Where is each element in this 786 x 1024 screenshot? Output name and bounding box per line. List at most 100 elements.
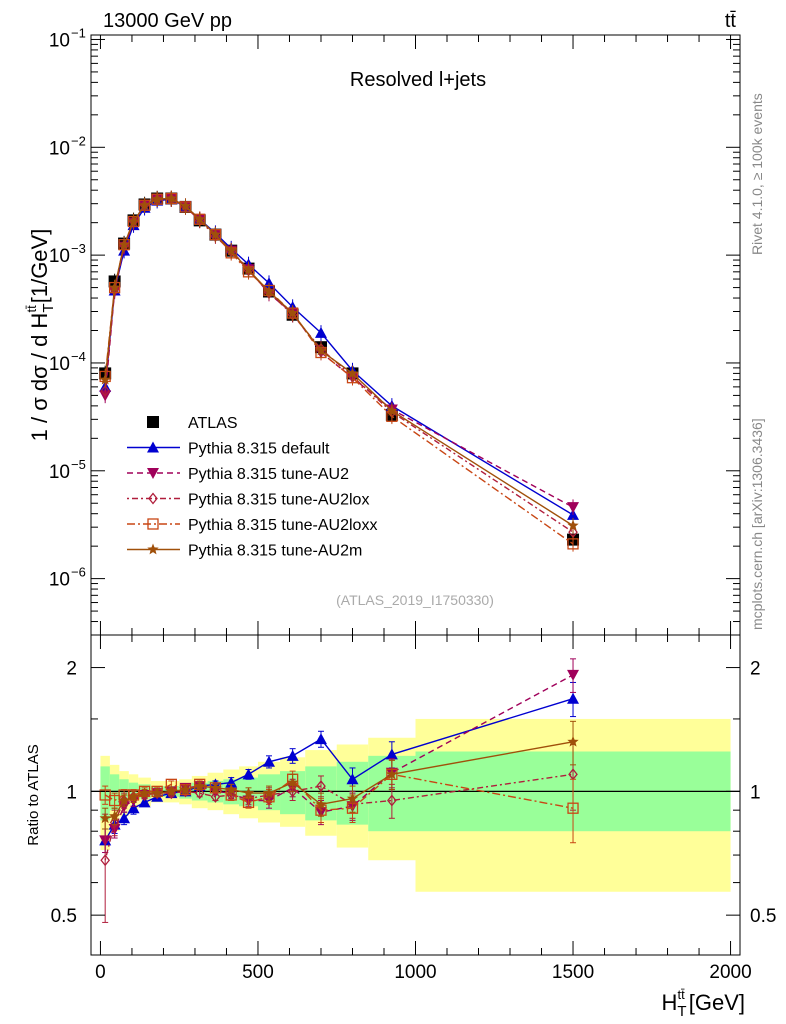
x-tick-label: 1500 (552, 962, 594, 983)
ratio-panel: 0.5 0.5 1 1 2 2 0 500 1000 1500 2000 Ratio to ATLA… (25, 634, 776, 1020)
data-point (567, 519, 579, 531)
panel-title: Resolved l+jets (350, 69, 486, 91)
data-point (225, 244, 237, 256)
ratio-point (127, 790, 140, 802)
series-3 (100, 191, 578, 540)
data-point (165, 192, 177, 204)
ratio-point (263, 755, 276, 767)
ratio-y-tick-label-right: 0.5 (750, 906, 776, 927)
data-point (386, 404, 398, 416)
main-y-axis-label: 1 / σ dσ / d HTtt̄[1/GeV] (24, 229, 57, 442)
ratio-point (127, 802, 140, 814)
data-point (242, 263, 255, 275)
y-tick-label: 10 (49, 354, 70, 375)
series-line (104, 197, 574, 527)
x-tick-label: 2000 (709, 962, 751, 983)
data-point (99, 373, 111, 385)
data-point (138, 199, 151, 211)
ratio-y-axis-label: Ratio to ATLAS (25, 744, 42, 845)
legend-entry: Pythia 8.315 tune-AU2m (127, 543, 362, 560)
ratio-point (108, 810, 121, 822)
ratio-point (567, 692, 580, 704)
legend: ATLAS Pythia 8.315 default Pythia 8.315 tu… (127, 415, 377, 560)
ratio-point (567, 735, 579, 747)
ratio-point (242, 768, 255, 780)
ratio-point (151, 787, 163, 798)
legend-label: Pythia 8.315 tune-AU2m (188, 543, 362, 560)
ratio-y-tick-label-right: 2 (750, 659, 761, 680)
data-point (346, 367, 359, 379)
data-point (194, 213, 206, 225)
ratio-point (194, 787, 205, 800)
ratio-point (316, 780, 326, 793)
data-point (209, 228, 222, 240)
data-point (567, 502, 580, 514)
x-tick-label: 500 (242, 962, 274, 983)
data-point (315, 344, 327, 356)
ratio-y-tick-label: 0.5 (51, 906, 77, 927)
data-point (314, 326, 327, 338)
x-tick-label: 0 (95, 962, 106, 983)
data-point (567, 538, 579, 550)
ratio-y-tick-label: 2 (66, 659, 77, 680)
ratio-point (386, 768, 398, 780)
ratio-point (314, 733, 327, 745)
legend-marker (147, 416, 159, 428)
mcplots-label: mcplots.cern.ch [arXiv:1306.3436] (749, 418, 765, 630)
legend-entry: ATLAS (147, 415, 238, 432)
ratio-point (286, 776, 299, 788)
data-point (286, 307, 299, 318)
y-tick-exponent: −1 (71, 25, 86, 40)
legend-entry: Pythia 8.315 tune-AU2 (127, 466, 349, 483)
legend-label: Pythia 8.315 tune-AU2lox (188, 492, 369, 509)
y-tick-exponent: −3 (71, 241, 86, 256)
ratio-point (100, 854, 111, 867)
ratio-series-4 (99, 720, 579, 830)
legend-marker (148, 492, 158, 505)
main-panel: 10−610−510−410−310−210−1 Resolved l+jets… (24, 25, 741, 636)
ratio-point (118, 794, 130, 806)
ratio-point (138, 796, 151, 808)
legend-label: Pythia 8.315 tune-AU2 (188, 466, 349, 483)
legend-label: ATLAS (188, 415, 238, 432)
ratio-point (109, 816, 120, 829)
ratio-point (567, 802, 579, 814)
ratio-point (99, 812, 111, 824)
legend-entry: Pythia 8.315 tune-AU2lox (127, 492, 369, 509)
legend-entry: Pythia 8.315 tune-AU2loxx (127, 517, 377, 534)
band-inner (109, 774, 120, 811)
ratio-point (567, 669, 580, 681)
legend-entry: Pythia 8.315 default (127, 441, 330, 458)
y-tick-label: 10 (49, 138, 70, 159)
data-point (127, 215, 140, 227)
legend-marker (147, 518, 159, 530)
legend-marker (147, 543, 159, 555)
y-tick-label: 10 (49, 30, 70, 51)
rivet-label: Rivet 4.1.0, ≥ 100k events (749, 93, 765, 255)
ratio-point (346, 792, 359, 804)
ratio-point (315, 798, 327, 810)
y-tick-exponent: −4 (71, 349, 86, 364)
y-tick-label: 10 (49, 246, 70, 267)
data-point (108, 281, 121, 293)
ratio-point (242, 787, 255, 798)
ratio-point (138, 787, 151, 798)
y-tick-exponent: −2 (71, 133, 86, 148)
ratio-point (286, 749, 299, 761)
ratio-point (346, 773, 359, 785)
ratio-point (287, 785, 298, 798)
data-point (151, 193, 163, 205)
data-point (263, 285, 275, 297)
y-tick-label: 10 (49, 570, 70, 591)
ratio-point (165, 785, 177, 797)
ratio-point (387, 794, 397, 807)
series-5 (99, 190, 579, 534)
legend-marker (147, 468, 159, 479)
process-label: tt̄ (725, 10, 737, 32)
ratio-point (179, 783, 192, 795)
y-tick-exponent: −6 (71, 565, 86, 580)
legend-label: Pythia 8.315 tune-AU2loxx (188, 517, 377, 534)
y-tick-label: 10 (49, 462, 70, 483)
legend-label: Pythia 8.315 default (188, 441, 330, 458)
